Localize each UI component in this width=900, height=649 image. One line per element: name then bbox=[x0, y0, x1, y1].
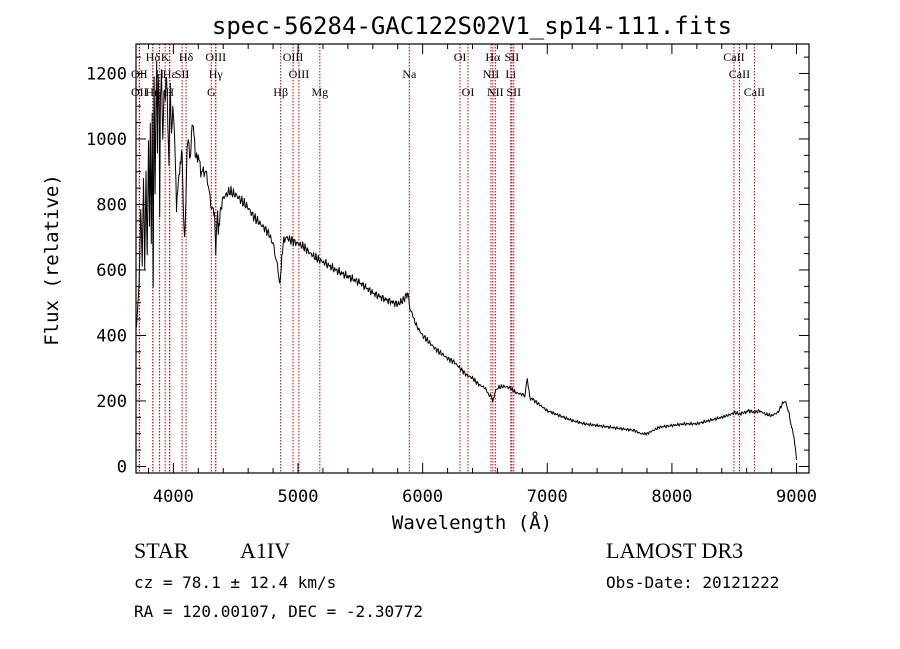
spectral-line-label: OI bbox=[454, 50, 467, 64]
survey-name: LAMOST DR3 bbox=[606, 538, 744, 563]
y-tick-label: 600 bbox=[96, 261, 127, 281]
spectral-line-label: CaII bbox=[729, 67, 750, 81]
redshift-velocity: cz = 78.1 ± 12.4 km/s bbox=[134, 573, 337, 592]
y-tick-label: 1200 bbox=[86, 64, 127, 84]
x-tick-label: 4000 bbox=[153, 487, 194, 507]
spectrum-curve-layer bbox=[135, 60, 797, 460]
spectral-line-label: Hδ bbox=[179, 50, 194, 64]
spectral-line-label: SII bbox=[506, 85, 521, 99]
spectral-line-label: NII bbox=[483, 67, 500, 81]
x-tick-label: 7000 bbox=[527, 487, 568, 507]
y-tick-label: 800 bbox=[96, 195, 127, 215]
y-tick-label: 400 bbox=[96, 326, 127, 346]
y-tick-label: 200 bbox=[96, 392, 127, 412]
spectral-line-label: SII bbox=[175, 67, 190, 81]
x-tick-label: 5000 bbox=[278, 487, 319, 507]
spectral-line-label: Mg bbox=[311, 85, 328, 99]
object-class: STAR bbox=[134, 538, 189, 563]
spectral-line-label: NII bbox=[487, 85, 504, 99]
spectral-line-label: Na bbox=[402, 67, 417, 81]
spectral-line-label: OI bbox=[462, 85, 475, 99]
x-tick-label: 6000 bbox=[402, 487, 443, 507]
spectral-line-label: SII bbox=[505, 50, 520, 64]
observation-date: Obs-Date: 20121222 bbox=[606, 573, 780, 592]
spectral-line-label: K bbox=[161, 50, 170, 64]
spectral-line-label: Hβ bbox=[273, 85, 288, 99]
y-axis-label: Flux (relative) bbox=[41, 174, 63, 346]
coordinates: RA = 120.00107, DEC = -2.30772 bbox=[134, 602, 423, 621]
spectral-line-label: CaII bbox=[744, 85, 765, 99]
spectral-line-label: H bbox=[155, 67, 164, 81]
x-tick-label: 9000 bbox=[776, 487, 817, 507]
spectral-line-label: Li bbox=[505, 67, 516, 81]
spectral-line-label: OIII bbox=[283, 50, 304, 64]
x-tick-label: 8000 bbox=[651, 487, 692, 507]
chart-title: spec-56284-GAC122S02V1_sp14-111.fits bbox=[212, 12, 732, 40]
spectral-line-label: OII bbox=[131, 85, 148, 99]
object-subclass: A1IV bbox=[240, 538, 291, 563]
plot-frame bbox=[135, 43, 810, 474]
spectral-line-label: Hγ bbox=[209, 67, 224, 81]
y-tick-label: 0 bbox=[117, 457, 127, 477]
spectral-line-label: OIII bbox=[289, 67, 310, 81]
axis-ticks: 4000 5000 6000 7000 8000 9000 0 200 400 600 800 100… bbox=[86, 44, 817, 507]
spectral-line-label: Hα bbox=[485, 50, 501, 64]
spectral-line-label: CaII bbox=[723, 50, 744, 64]
spectrum-line bbox=[135, 60, 797, 460]
spectral-line-label: G bbox=[207, 85, 216, 99]
y-tick-label: 1000 bbox=[86, 130, 127, 150]
x-axis-label: Wavelength (Å) bbox=[392, 511, 552, 534]
